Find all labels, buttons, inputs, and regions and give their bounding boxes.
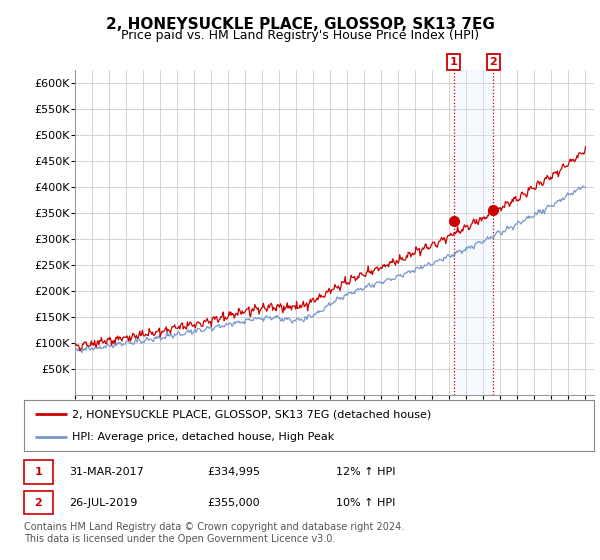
Text: 12% ↑ HPI: 12% ↑ HPI bbox=[336, 467, 395, 477]
Text: 1: 1 bbox=[35, 467, 42, 477]
Text: HPI: Average price, detached house, High Peak: HPI: Average price, detached house, High… bbox=[73, 432, 335, 442]
Text: 2: 2 bbox=[35, 498, 42, 507]
Text: 2, HONEYSUCKLE PLACE, GLOSSOP, SK13 7EG: 2, HONEYSUCKLE PLACE, GLOSSOP, SK13 7EG bbox=[106, 17, 494, 32]
Text: £355,000: £355,000 bbox=[207, 498, 260, 507]
Text: 2, HONEYSUCKLE PLACE, GLOSSOP, SK13 7EG (detached house): 2, HONEYSUCKLE PLACE, GLOSSOP, SK13 7EG … bbox=[73, 409, 432, 419]
Text: 10% ↑ HPI: 10% ↑ HPI bbox=[336, 498, 395, 507]
Text: Contains HM Land Registry data © Crown copyright and database right 2024.
This d: Contains HM Land Registry data © Crown c… bbox=[24, 522, 404, 544]
Text: 31-MAR-2017: 31-MAR-2017 bbox=[69, 467, 144, 477]
Text: 2: 2 bbox=[490, 57, 497, 67]
Text: Price paid vs. HM Land Registry's House Price Index (HPI): Price paid vs. HM Land Registry's House … bbox=[121, 29, 479, 42]
Text: £334,995: £334,995 bbox=[207, 467, 260, 477]
Text: 1: 1 bbox=[450, 57, 457, 67]
Text: 26-JUL-2019: 26-JUL-2019 bbox=[69, 498, 137, 507]
Bar bbox=[454, 70, 493, 395]
